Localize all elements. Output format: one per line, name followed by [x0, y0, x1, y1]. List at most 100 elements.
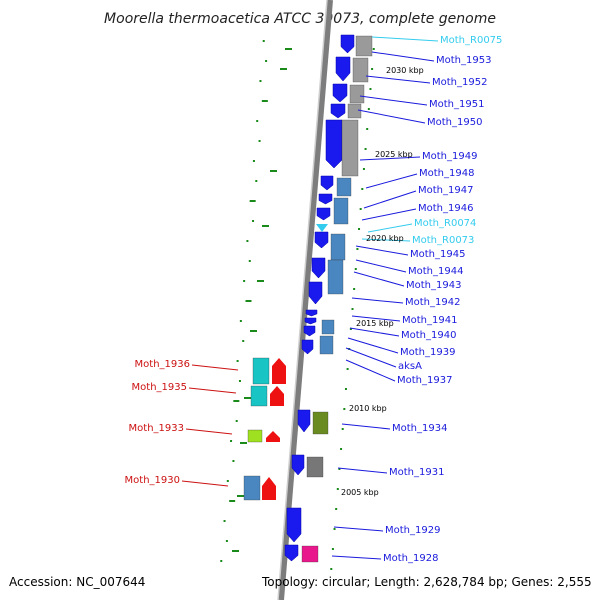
tick-dot	[369, 88, 372, 90]
forward-gene-arrow	[320, 175, 334, 191]
forward-gene-arrow	[301, 339, 314, 355]
tick-dot	[371, 68, 374, 70]
reverse-gene-box	[341, 119, 359, 177]
tick-dot	[252, 220, 255, 222]
tick-dot	[364, 148, 367, 150]
tick-major	[244, 397, 251, 399]
tick-dot	[258, 140, 261, 142]
position-label: 2010 kbp	[349, 404, 387, 413]
gene-label: Moth_1953	[436, 55, 491, 66]
tick-dot	[259, 80, 262, 82]
connector-line	[365, 75, 431, 84]
gene-label: Moth_1950	[427, 117, 482, 128]
tick-dot	[367, 108, 370, 110]
connector-line	[337, 467, 388, 474]
gene-label: Moth_R0075	[440, 35, 502, 46]
tick-dot	[252, 160, 255, 162]
connector-line	[371, 51, 435, 62]
connector-line	[355, 259, 407, 273]
gene-label: Moth_1928	[383, 553, 438, 564]
position-label: 2005 kbp	[341, 488, 379, 497]
gene-label: Moth_1939	[400, 347, 455, 358]
gene-label: Moth_1929	[385, 525, 440, 536]
forward-gene-arrow	[316, 207, 331, 221]
left-gene-arrow	[262, 477, 276, 500]
label-connectors	[181, 36, 439, 560]
gene-label-left: Moth_1936	[135, 359, 190, 370]
reverse-gene-box	[319, 335, 334, 355]
left-gene-box	[252, 357, 270, 385]
tick-dot	[256, 120, 259, 122]
forward-gene-arrow	[335, 56, 351, 82]
tick-dot	[223, 520, 226, 522]
gene-label: Moth_1931	[389, 467, 444, 478]
connector-line	[188, 387, 237, 394]
left-gene-box	[243, 475, 261, 501]
forward-gene-arrow	[314, 231, 329, 249]
forward-gene-arrow	[305, 309, 318, 317]
connector-line	[361, 208, 417, 221]
gene-label: Moth_1943	[406, 280, 461, 291]
connector-line	[363, 190, 417, 209]
forward-gene-arrow	[311, 257, 326, 279]
tick-dot	[235, 420, 238, 422]
tick-dot	[233, 400, 240, 402]
connector-line	[351, 315, 401, 322]
tick-dot	[358, 228, 361, 230]
connector-line	[331, 555, 382, 560]
forward-gene-arrow	[332, 83, 348, 103]
gene-label-left: Moth_1933	[129, 423, 184, 434]
connector-line	[347, 337, 399, 354]
forward-gene-arrow	[286, 507, 302, 543]
tick-dot	[359, 208, 362, 210]
forward-gene-arrow	[284, 544, 299, 562]
gene-label: Moth_1941	[402, 315, 457, 326]
reverse-gene-box	[330, 233, 346, 261]
tick-dot	[255, 180, 258, 182]
tick-dot	[343, 408, 346, 410]
tick-dot	[344, 388, 347, 390]
reverse-gene-box	[347, 103, 362, 119]
tick-dot	[243, 280, 246, 282]
tick-dot	[353, 288, 356, 290]
tick-dot	[361, 188, 364, 190]
tick-dot	[372, 48, 375, 50]
forward-gene-arrow	[304, 317, 317, 325]
tick-dot	[333, 528, 336, 530]
connector-line	[345, 359, 396, 382]
genome-backbone-highlight	[277, 0, 328, 600]
tick-dot	[349, 328, 352, 330]
gene-label: Moth_1944	[408, 266, 463, 277]
tick-dot	[225, 540, 228, 542]
accession-text: Accession: NC_007644	[9, 575, 146, 589]
gene-label: Moth_1946	[418, 203, 473, 214]
gene-label: Moth_1940	[401, 330, 456, 341]
tick-dot	[220, 560, 223, 562]
tick-major	[262, 225, 269, 227]
gene-label: Moth_1934	[392, 423, 447, 434]
gene-label-left: Moth_1935	[132, 382, 187, 393]
left-gene-box	[247, 429, 263, 443]
reverse-gene-box	[333, 197, 349, 225]
position-label: 2030 kbp	[386, 66, 424, 75]
tick-major	[285, 48, 292, 50]
forward-gene-arrow	[291, 454, 305, 476]
tick-dot	[229, 500, 236, 502]
connector-line	[349, 327, 400, 337]
connector-line	[357, 109, 426, 124]
gene-label: Moth_1951	[429, 99, 484, 110]
gene-label-left: Moth_1930	[125, 475, 180, 486]
connector-line	[181, 480, 229, 487]
gene-label: Moth_R0074	[414, 218, 476, 229]
genome-backbone	[278, 0, 333, 600]
reverse-gene-box	[312, 411, 329, 435]
forward-gene-arrow	[340, 34, 355, 54]
left-gene-arrow	[272, 358, 286, 384]
position-label: 2025 kbp	[375, 150, 413, 159]
map-title: Moorella thermoacetica ATCC 39073, compl…	[104, 11, 496, 27]
reverse-gene-box	[301, 545, 319, 563]
connector-line	[359, 156, 421, 161]
reverse-gene-box	[355, 35, 373, 57]
tick-dot	[262, 40, 265, 42]
